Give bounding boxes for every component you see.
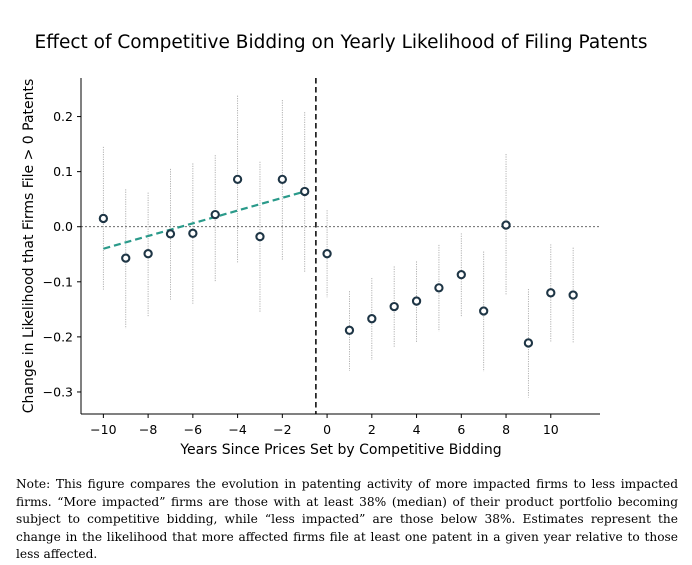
x-axis-label: Years Since Prices Set by Competitive Bi…: [179, 442, 501, 458]
data-point: [188, 228, 198, 238]
pre-trend-line: [103, 190, 306, 250]
data-point: [232, 174, 243, 185]
data-point: [568, 290, 578, 300]
x-tick-label: −10: [90, 422, 116, 437]
data-point: [523, 338, 534, 348]
x-tick-label: 8: [502, 422, 510, 437]
data-point: [367, 314, 377, 324]
data-point: [300, 186, 310, 197]
x-tick-label: 2: [368, 422, 376, 437]
data-point: [210, 209, 220, 220]
data-point: [165, 229, 176, 239]
y-tick-label: 0.2: [53, 109, 73, 124]
y-tick-label: −0.2: [43, 329, 73, 344]
data-point: [434, 283, 444, 293]
x-tick-label: −2: [273, 422, 291, 437]
patent-likelihood-chart: Effect of Competitive Bidding on Yearly …: [21, 32, 648, 458]
x-tick-label: 10: [543, 422, 559, 437]
x-tick-label: 4: [413, 422, 421, 437]
y-axis-label: Change in Likelihood that Firms File > 0…: [21, 79, 37, 414]
y-tick-label: −0.3: [43, 384, 73, 399]
data-point: [143, 249, 153, 259]
plot-area: [81, 78, 600, 414]
data-point: [546, 288, 556, 298]
data-point: [98, 213, 109, 224]
data-point: [501, 220, 511, 230]
x-tick-label: −6: [184, 422, 202, 437]
data-point: [277, 174, 287, 185]
axes: −10 −8 −6 −4 −2 0 2 4 6 8 10 0.2 0.1 0.0 −0.1 −0.2 −0.3: [43, 78, 600, 437]
data-point: [411, 296, 422, 306]
y-tick-label: 0.0: [53, 219, 73, 234]
data-point: [344, 325, 355, 335]
x-tick-label: 0: [323, 422, 331, 437]
data-point: [322, 249, 332, 259]
data-point: [389, 301, 399, 312]
x-tick-label: −4: [228, 422, 246, 437]
y-tick-label: 0.1: [53, 164, 73, 179]
x-tick-label: −8: [139, 422, 157, 437]
x-tick-label: 6: [457, 422, 465, 437]
data-point: [479, 306, 489, 316]
y-tick-label: −0.1: [43, 274, 73, 289]
data-point: [456, 269, 466, 280]
figure-note: Note: This figure compares the evolution…: [16, 477, 678, 561]
data-point: [121, 253, 131, 263]
chart-title: Effect of Competitive Bidding on Yearly …: [35, 32, 648, 53]
data-point: [255, 231, 265, 242]
